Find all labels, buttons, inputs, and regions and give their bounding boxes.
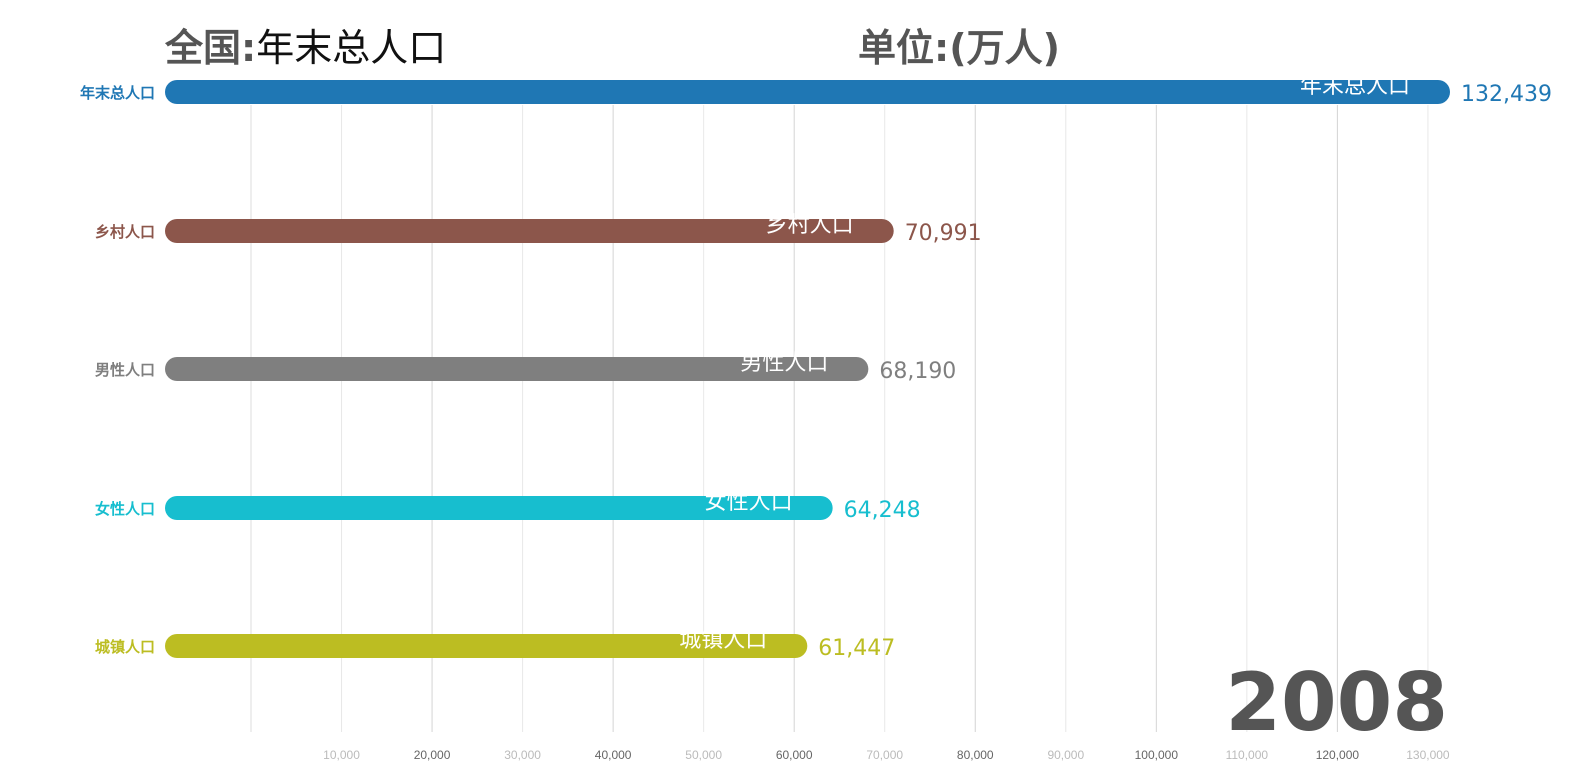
bar-inner-label: 男性人口 — [740, 351, 828, 376]
x-tick-label: 70,000 — [866, 748, 903, 762]
bar-inner-label: 女性人口 — [705, 490, 793, 515]
value-label: 61,447 — [818, 636, 895, 661]
chart-title: 全国:年末总人口 — [165, 24, 446, 72]
value-label: 64,248 — [844, 498, 921, 523]
bar — [165, 219, 894, 243]
bar-inner-label: 年末总人口 — [1300, 74, 1410, 99]
bar — [165, 357, 869, 381]
x-tick-label: 110,000 — [1226, 748, 1269, 762]
title-separator: : — [241, 26, 257, 70]
category-label: 男性人口 — [95, 361, 155, 379]
x-tick-label: 80,000 — [957, 748, 994, 762]
category-label: 年末总人口 — [80, 84, 155, 102]
x-tick-label: 90,000 — [1047, 748, 1084, 762]
category-label: 乡村人口 — [95, 223, 155, 241]
x-tick-label: 30,000 — [504, 748, 541, 762]
period-label: 2008 — [1225, 656, 1448, 749]
bar-inner-label: 城镇人口 — [679, 628, 767, 653]
bar — [165, 496, 833, 520]
x-tick-label: 50,000 — [685, 748, 722, 762]
x-tick-label: 10,000 — [323, 748, 360, 762]
bar — [165, 634, 808, 658]
value-label: 132,439 — [1461, 82, 1552, 107]
category-label: 城镇人口 — [95, 638, 155, 656]
x-tick-label: 40,000 — [595, 748, 632, 762]
x-tick-label: 20,000 — [414, 748, 451, 762]
x-tick-label: 100,000 — [1135, 748, 1179, 762]
category-label: 女性人口 — [95, 500, 155, 518]
x-tick-label: 120,000 — [1316, 748, 1360, 762]
unit-label: 单位:(万人) — [858, 26, 1060, 70]
title-region: 全国 — [165, 26, 242, 70]
x-tick-label: 130,000 — [1406, 748, 1450, 762]
title-metric: 年末总人口 — [256, 26, 447, 70]
bar-inner-label: 乡村人口 — [766, 213, 854, 238]
x-tick-label: 60,000 — [776, 748, 813, 762]
value-label: 70,991 — [905, 221, 982, 246]
bar — [165, 80, 1450, 104]
value-label: 68,190 — [879, 359, 956, 384]
